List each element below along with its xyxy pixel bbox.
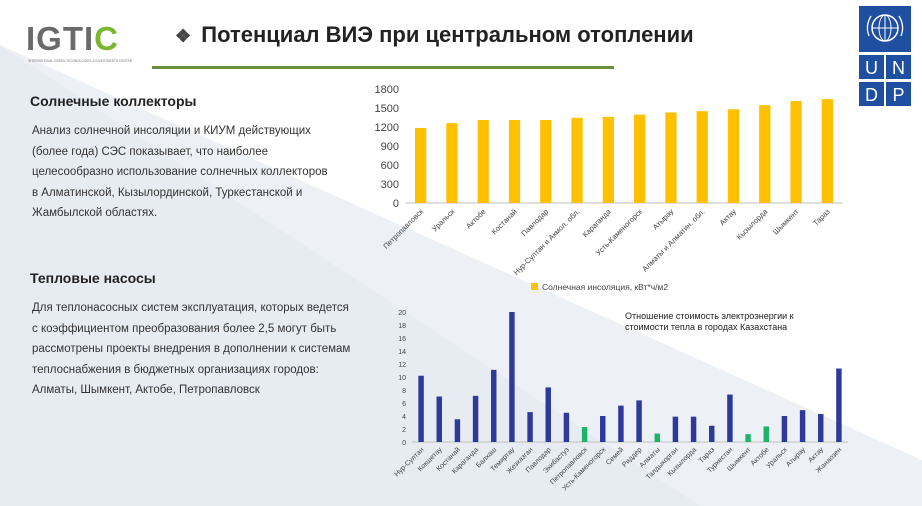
undp-letter-n: N [892,58,905,78]
logo-subtitle: INTERNATIONAL GREEN TECHNOLOGIES & INVES… [28,59,133,63]
heatpumps-cities: Алматы, Шымкент, Актобе, Петропавловск [32,384,260,396]
heatpumps-body-text: Для теплонасосных систем эксплуатация, к… [32,302,351,376]
diamond-bullet-icon: ❖ [175,26,192,46]
page-title-text: Потенциал ВИЭ при центральном отоплении [201,22,694,47]
undp-letter-u: U [865,58,878,78]
title-divider [152,66,614,69]
undp-logo: U N D P [859,6,911,106]
section-heading-heatpumps: Тепловые насосы [30,270,156,286]
section-body-solar: Анализ солнечной инсоляции и КИУМ действ… [32,125,328,219]
page-title: ❖ Потенциал ВИЭ при центральном отоплени… [175,22,694,48]
un-emblem-icon [866,14,904,42]
section-body-heatpumps: Для теплонасосных систем эксплуатация, к… [32,298,352,401]
section-heading-solar: Солнечные коллекторы [30,93,197,109]
logo-wordmark: IGTIC [26,20,120,57]
undp-letter-p: P [892,85,904,105]
igtic-logo: IGTIC INTERNATIONAL GREEN TECHNOLOGIES &… [26,22,146,64]
undp-letter-d: D [865,85,878,105]
